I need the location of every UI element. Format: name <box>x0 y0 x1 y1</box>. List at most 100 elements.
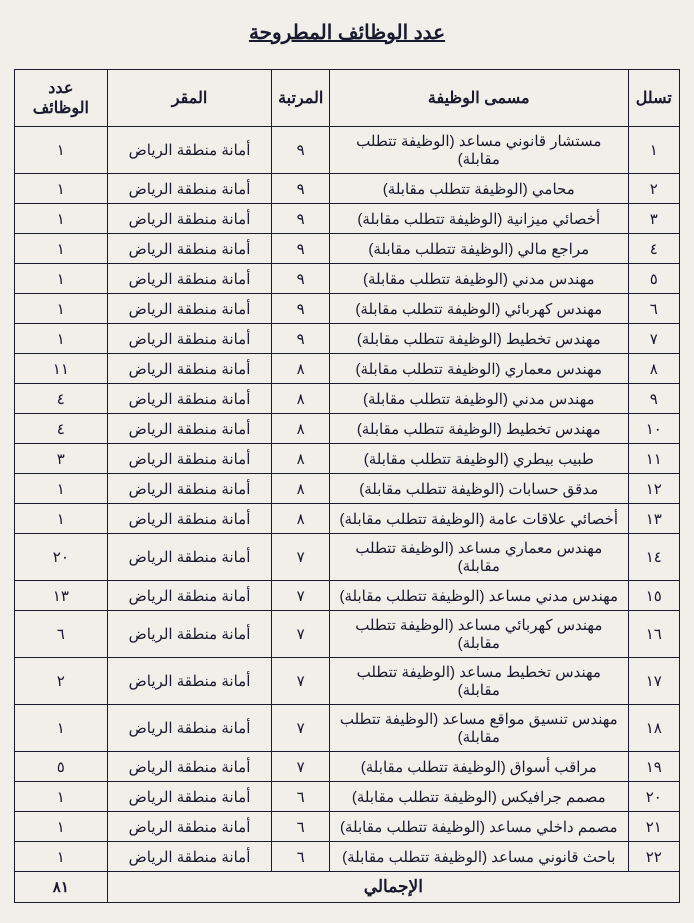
table-row: ١٥مهندس مدني مساعد (الوظيفة تتطلب مقابلة… <box>15 581 680 611</box>
cell-grade: ٩ <box>272 294 330 324</box>
cell-location: أمانة منطقة الرياض <box>107 752 272 782</box>
cell-location: أمانة منطقة الرياض <box>107 264 272 294</box>
cell-jobtitle: مهندس معماري (الوظيفة تتطلب مقابلة) <box>330 354 629 384</box>
cell-count: ٥ <box>15 752 108 782</box>
cell-jobtitle: أخصائي علاقات عامة (الوظيفة تتطلب مقابلة… <box>330 504 629 534</box>
table-row: ٢محامي (الوظيفة تتطلب مقابلة)٩أمانة منطق… <box>15 174 680 204</box>
table-row: ٣أخصائي ميزانية (الوظيفة تتطلب مقابلة)٩أ… <box>15 204 680 234</box>
cell-jobtitle: مصمم جرافيكس (الوظيفة تتطلب مقابلة) <box>330 782 629 812</box>
cell-location: أمانة منطقة الرياض <box>107 354 272 384</box>
cell-jobtitle: باحث قانوني مساعد (الوظيفة تتطلب مقابلة) <box>330 842 629 872</box>
cell-count: ١ <box>15 204 108 234</box>
cell-count: ١ <box>15 812 108 842</box>
cell-serial: ٧ <box>628 324 679 354</box>
cell-location: أمانة منطقة الرياض <box>107 504 272 534</box>
cell-count: ١١ <box>15 354 108 384</box>
cell-serial: ١٨ <box>628 705 679 752</box>
cell-serial: ٣ <box>628 204 679 234</box>
cell-jobtitle: مهندس تنسيق مواقع مساعد (الوظيفة تتطلب م… <box>330 705 629 752</box>
table-row: ٤مراجع مالي (الوظيفة تتطلب مقابلة)٩أمانة… <box>15 234 680 264</box>
col-header-grade: المرتبة <box>272 70 330 127</box>
cell-count: ١ <box>15 127 108 174</box>
cell-serial: ٤ <box>628 234 679 264</box>
cell-serial: ١١ <box>628 444 679 474</box>
table-row: ٨مهندس معماري (الوظيفة تتطلب مقابلة)٨أما… <box>15 354 680 384</box>
table-row: ١مستشار قانوني مساعد (الوظيفة تتطلب مقاب… <box>15 127 680 174</box>
cell-location: أمانة منطقة الرياض <box>107 294 272 324</box>
cell-count: ١ <box>15 705 108 752</box>
cell-grade: ٨ <box>272 474 330 504</box>
table-row: ٢١مصمم داخلي مساعد (الوظيفة تتطلب مقابلة… <box>15 812 680 842</box>
table-row: ١٢مدقق حسابات (الوظيفة تتطلب مقابلة)٨أما… <box>15 474 680 504</box>
cell-location: أمانة منطقة الرياض <box>107 204 272 234</box>
cell-serial: ٢٠ <box>628 782 679 812</box>
cell-serial: ١٣ <box>628 504 679 534</box>
cell-location: أمانة منطقة الرياض <box>107 842 272 872</box>
cell-grade: ٧ <box>272 581 330 611</box>
cell-count: ١ <box>15 782 108 812</box>
col-header-location: المقر <box>107 70 272 127</box>
cell-grade: ٨ <box>272 444 330 474</box>
cell-jobtitle: مراجع مالي (الوظيفة تتطلب مقابلة) <box>330 234 629 264</box>
table-row: ١٠مهندس تخطيط (الوظيفة تتطلب مقابلة)٨أما… <box>15 414 680 444</box>
cell-location: أمانة منطقة الرياض <box>107 444 272 474</box>
cell-grade: ٦ <box>272 812 330 842</box>
cell-location: أمانة منطقة الرياض <box>107 234 272 264</box>
cell-count: ١ <box>15 294 108 324</box>
cell-location: أمانة منطقة الرياض <box>107 384 272 414</box>
cell-count: ١ <box>15 842 108 872</box>
cell-grade: ٧ <box>272 611 330 658</box>
cell-count: ٤ <box>15 384 108 414</box>
cell-serial: ١٢ <box>628 474 679 504</box>
cell-count: ١ <box>15 324 108 354</box>
cell-count: ٣ <box>15 444 108 474</box>
cell-serial: ١ <box>628 127 679 174</box>
cell-count: ١ <box>15 174 108 204</box>
cell-grade: ٨ <box>272 414 330 444</box>
cell-grade: ٨ <box>272 384 330 414</box>
table-row: ١٣أخصائي علاقات عامة (الوظيفة تتطلب مقاب… <box>15 504 680 534</box>
cell-grade: ٩ <box>272 174 330 204</box>
cell-grade: ٩ <box>272 324 330 354</box>
table-row: ٩مهندس مدني (الوظيفة تتطلب مقابلة)٨أمانة… <box>15 384 680 414</box>
cell-grade: ٧ <box>272 658 330 705</box>
cell-grade: ٨ <box>272 354 330 384</box>
cell-count: ٢ <box>15 658 108 705</box>
cell-serial: ٢ <box>628 174 679 204</box>
cell-jobtitle: مهندس معماري مساعد (الوظيفة تتطلب مقابلة… <box>330 534 629 581</box>
total-label: الإجمالي <box>107 872 679 903</box>
table-row: ٢٠مصمم جرافيكس (الوظيفة تتطلب مقابلة)٦أم… <box>15 782 680 812</box>
col-header-jobtitle: مسمى الوظيفة <box>330 70 629 127</box>
cell-grade: ٩ <box>272 127 330 174</box>
cell-count: ١ <box>15 504 108 534</box>
cell-serial: ١٧ <box>628 658 679 705</box>
page-title: عدد الوظائف المطروحة <box>14 20 680 45</box>
cell-jobtitle: مدقق حسابات (الوظيفة تتطلب مقابلة) <box>330 474 629 504</box>
cell-jobtitle: مهندس مدني مساعد (الوظيفة تتطلب مقابلة) <box>330 581 629 611</box>
cell-jobtitle: مهندس تخطيط (الوظيفة تتطلب مقابلة) <box>330 324 629 354</box>
cell-location: أمانة منطقة الرياض <box>107 782 272 812</box>
cell-serial: ٢٢ <box>628 842 679 872</box>
cell-serial: ٩ <box>628 384 679 414</box>
cell-location: أمانة منطقة الرياض <box>107 174 272 204</box>
cell-location: أمانة منطقة الرياض <box>107 474 272 504</box>
cell-serial: ١٦ <box>628 611 679 658</box>
cell-grade: ٧ <box>272 705 330 752</box>
table-row: ١١طبيب بيطري (الوظيفة تتطلب مقابلة)٨أمان… <box>15 444 680 474</box>
table-row: ٧مهندس تخطيط (الوظيفة تتطلب مقابلة)٩أمان… <box>15 324 680 354</box>
cell-serial: ١٥ <box>628 581 679 611</box>
cell-grade: ٩ <box>272 204 330 234</box>
cell-location: أمانة منطقة الرياض <box>107 534 272 581</box>
cell-serial: ١٤ <box>628 534 679 581</box>
cell-grade: ٨ <box>272 504 330 534</box>
table-row: ١٦مهندس كهربائي مساعد (الوظيفة تتطلب مقا… <box>15 611 680 658</box>
cell-serial: ١٠ <box>628 414 679 444</box>
cell-jobtitle: مهندس تخطيط (الوظيفة تتطلب مقابلة) <box>330 414 629 444</box>
table-row: ٦مهندس كهربائي (الوظيفة تتطلب مقابلة)٩أم… <box>15 294 680 324</box>
cell-location: أمانة منطقة الرياض <box>107 812 272 842</box>
cell-jobtitle: مصمم داخلي مساعد (الوظيفة تتطلب مقابلة) <box>330 812 629 842</box>
cell-jobtitle: مستشار قانوني مساعد (الوظيفة تتطلب مقابل… <box>330 127 629 174</box>
cell-jobtitle: أخصائي ميزانية (الوظيفة تتطلب مقابلة) <box>330 204 629 234</box>
cell-serial: ٢١ <box>628 812 679 842</box>
table-row: ٥مهندس مدني (الوظيفة تتطلب مقابلة)٩أمانة… <box>15 264 680 294</box>
